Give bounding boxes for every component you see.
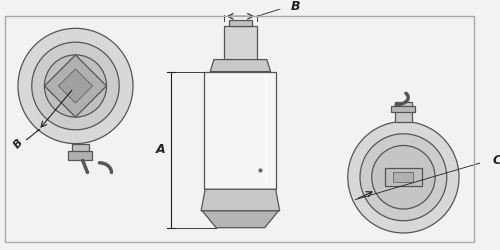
Text: B: B (12, 137, 24, 150)
Polygon shape (224, 26, 257, 60)
Polygon shape (228, 20, 252, 26)
Polygon shape (210, 60, 270, 72)
Text: B: B (290, 0, 300, 13)
Polygon shape (394, 172, 413, 182)
Ellipse shape (348, 122, 459, 233)
Ellipse shape (32, 42, 119, 130)
Ellipse shape (18, 28, 133, 144)
Polygon shape (68, 151, 92, 160)
Polygon shape (202, 211, 278, 228)
Polygon shape (392, 106, 415, 112)
Polygon shape (385, 168, 422, 186)
Text: C: C (492, 154, 500, 167)
Polygon shape (72, 144, 89, 156)
Text: A: A (156, 143, 165, 156)
Polygon shape (44, 55, 106, 117)
Polygon shape (58, 69, 92, 103)
Ellipse shape (372, 146, 435, 209)
Ellipse shape (360, 134, 447, 221)
Polygon shape (204, 72, 277, 189)
Ellipse shape (44, 55, 106, 117)
Polygon shape (201, 189, 280, 211)
Polygon shape (395, 102, 412, 122)
